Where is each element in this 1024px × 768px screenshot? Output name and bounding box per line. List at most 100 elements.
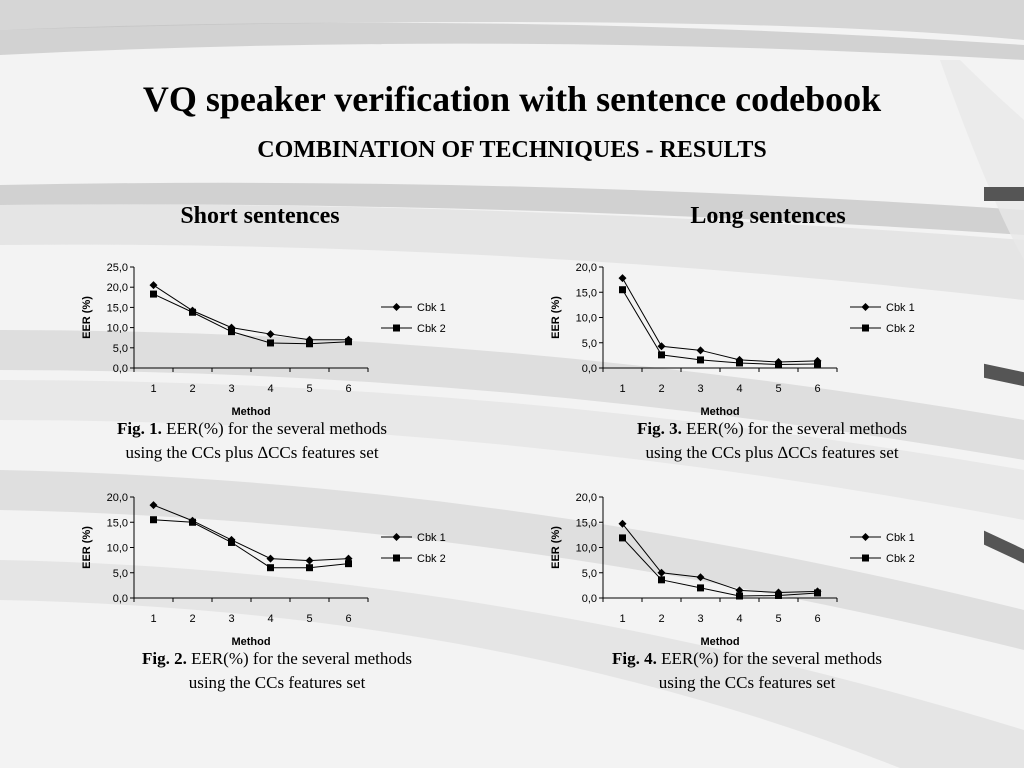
legend-marker-diamond <box>392 303 401 311</box>
data-point-square <box>736 359 743 367</box>
legend-label: Cbk 2 <box>417 323 446 335</box>
caption-label: Fig. 2. <box>141 649 187 668</box>
y-tick-label: 15,0 <box>107 517 128 529</box>
y-tick-label: 25,0 <box>107 262 128 274</box>
data-point-diamond <box>657 342 666 351</box>
y-axis-title: EER (%) <box>81 526 93 569</box>
data-point-square <box>619 286 626 294</box>
caption-text-2: using the CCs features set <box>188 673 366 692</box>
x-tick-label: 5 <box>306 383 312 395</box>
x-axis-title: Method <box>700 636 739 648</box>
data-point-square <box>306 564 313 572</box>
caption-label: Fig. 3. <box>636 419 682 438</box>
data-point-diamond <box>149 281 158 290</box>
data-point-square <box>814 360 821 368</box>
data-point-diamond <box>657 568 666 577</box>
x-tick-label: 3 <box>228 383 234 395</box>
series-line-1 <box>153 504 349 562</box>
y-tick-label: 15,0 <box>576 287 597 299</box>
y-tick-label: 5,0 <box>113 343 128 355</box>
series-line-1 <box>153 284 349 341</box>
caption-fig4: Fig. 4. EER(%) for the several methods u… <box>537 647 957 695</box>
data-point-square <box>658 576 665 584</box>
x-tick-label: 4 <box>267 613 273 625</box>
caption-fig3: Fig. 3. EER(%) for the several methods u… <box>562 417 982 465</box>
caption-text: EER(%) for the several methods <box>686 419 908 438</box>
legend-label: Cbk 1 <box>886 532 915 544</box>
x-tick-label: 5 <box>775 613 781 625</box>
x-tick-label: 2 <box>658 613 664 625</box>
x-tick-label: 2 <box>189 383 195 395</box>
data-point-square <box>150 290 157 298</box>
legend-marker-diamond <box>861 533 870 541</box>
legend-label: Cbk 1 <box>417 302 446 314</box>
legend-marker-diamond <box>861 303 870 311</box>
series-line-1 <box>622 277 818 363</box>
y-tick-label: 20,0 <box>576 262 597 274</box>
caption-text-2: using the CCs features set <box>658 673 836 692</box>
y-axis-title: EER (%) <box>81 296 93 339</box>
y-tick-label: 5,0 <box>113 568 128 580</box>
series-line-1 <box>622 523 818 593</box>
y-axis-title: EER (%) <box>550 526 562 569</box>
legend-label: Cbk 1 <box>417 532 446 544</box>
caption-label: Fig. 4. <box>611 649 657 668</box>
y-tick-label: 10,0 <box>576 543 597 555</box>
data-point-square <box>267 564 274 572</box>
data-point-diamond <box>618 274 627 283</box>
x-tick-label: 1 <box>619 613 625 625</box>
x-tick-label: 4 <box>267 383 273 395</box>
x-axis-title: Method <box>231 636 270 648</box>
chart-fig4: 0,0 5,0 10,0 15,0 20,0 1 2 3 4 5 6 Method EER (%) Cbk… <box>545 488 965 663</box>
data-point-square <box>619 534 626 542</box>
chart-svg: 0,0 5,0 10,0 15,0 20,0 25,0 1 2 3 4 5 6 Method EER (%… <box>81 262 446 418</box>
caption-text: EER(%) for the several methods <box>661 649 883 668</box>
series-line-2 <box>622 537 818 597</box>
chart-svg: 0,0 5,0 10,0 15,0 20,0 1 2 3 4 5 6 Method EER (%) Cbk… <box>81 492 446 648</box>
column-heading-long: Long sentences <box>690 203 846 229</box>
data-point-square <box>775 591 782 599</box>
data-point-square <box>267 339 274 347</box>
x-tick-label: 3 <box>228 613 234 625</box>
x-axis-title: Method <box>700 406 739 418</box>
data-point-square <box>306 340 313 348</box>
y-tick-label: 0,0 <box>582 363 597 375</box>
chart-fig1: 0,0 5,0 10,0 15,0 20,0 25,0 1 2 3 4 5 6 Method EER (%… <box>76 258 496 433</box>
y-axis-title: EER (%) <box>550 296 562 339</box>
data-point-square <box>189 308 196 316</box>
data-point-diamond <box>266 330 275 339</box>
x-tick-label: 2 <box>189 613 195 625</box>
data-point-diamond <box>696 573 705 582</box>
x-tick-label: 2 <box>658 383 664 395</box>
chart-fig2: 0,0 5,0 10,0 15,0 20,0 1 2 3 4 5 6 Method EER (%) Cbk… <box>76 488 496 663</box>
series-line-2 <box>153 519 349 569</box>
data-point-square <box>736 592 743 600</box>
x-tick-label: 6 <box>814 383 820 395</box>
y-tick-label: 20,0 <box>107 492 128 504</box>
y-tick-label: 0,0 <box>113 363 128 375</box>
legend-label: Cbk 2 <box>886 323 915 335</box>
y-tick-label: 5,0 <box>582 568 597 580</box>
x-tick-label: 1 <box>619 383 625 395</box>
data-point-square <box>814 589 821 597</box>
x-tick-label: 6 <box>814 613 820 625</box>
data-point-square <box>189 518 196 526</box>
y-tick-label: 10,0 <box>107 543 128 555</box>
chart-svg: 0,0 5,0 10,0 15,0 20,0 1 2 3 4 5 6 Method EER (%) Cbk… <box>550 492 915 648</box>
data-point-square <box>228 328 235 336</box>
data-point-diamond <box>735 586 744 595</box>
data-point-diamond <box>149 501 158 510</box>
series-line-2 <box>153 293 349 345</box>
data-point-square <box>775 360 782 368</box>
series-line-2 <box>622 289 818 365</box>
data-point-square <box>345 338 352 346</box>
y-tick-label: 0,0 <box>113 593 128 605</box>
caption-label: Fig. 1. <box>116 419 162 438</box>
legend-marker-diamond <box>392 533 401 541</box>
y-tick-label: 20,0 <box>107 282 128 294</box>
data-point-square <box>658 351 665 359</box>
data-point-diamond <box>305 556 314 565</box>
data-point-square <box>150 516 157 524</box>
x-axis-title: Method <box>231 406 270 418</box>
